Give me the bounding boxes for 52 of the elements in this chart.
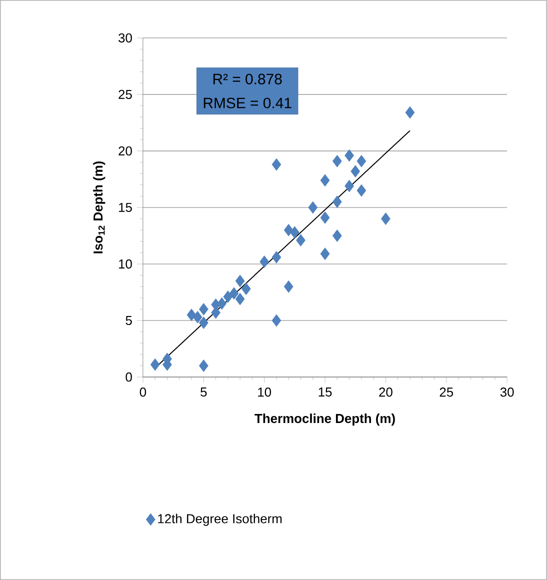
point [235, 292, 245, 306]
point [405, 106, 415, 119]
x-tick-label: 5 [200, 388, 207, 397]
point [356, 184, 366, 197]
x-tick-label: 0 [140, 388, 146, 397]
annotation: R² = 0.878 [213, 74, 282, 84]
y-tick-label: 20 [118, 146, 132, 156]
point [290, 226, 300, 239]
point [344, 180, 354, 192]
point [260, 256, 270, 268]
point [198, 360, 208, 372]
point [150, 358, 160, 371]
point [223, 290, 233, 303]
point [308, 201, 318, 214]
point [332, 154, 342, 168]
point [332, 230, 342, 242]
y-tick-label: 5 [126, 316, 132, 326]
point [198, 316, 208, 329]
x-tick-label: 25 [440, 388, 454, 397]
legend-label: 12th Degree Isotherm [158, 514, 282, 526]
point [320, 248, 330, 260]
point [229, 287, 239, 300]
point [332, 196, 342, 208]
x-tick-label: 10 [258, 388, 272, 397]
point [235, 274, 245, 288]
point [320, 174, 330, 187]
y-tick-label: 10 [119, 259, 132, 269]
point [356, 154, 366, 168]
point [186, 308, 196, 322]
y-tick-label: 30 [118, 33, 132, 42]
point [296, 234, 306, 246]
point [272, 251, 282, 264]
point [320, 211, 330, 224]
x-tick-label: 20 [379, 388, 392, 397]
x-axis-title: Thermocline Depth (m) [254, 414, 395, 426]
x-tick-label: 30 [500, 388, 514, 397]
point [272, 314, 282, 327]
point [192, 310, 202, 324]
y-axis-title: Iso$_{12}$ Depth (m) [93, 161, 106, 254]
point [381, 212, 390, 225]
y-tick-label: 15 [119, 202, 132, 212]
y-tick-label: 25 [118, 90, 132, 100]
point [217, 297, 227, 310]
point [272, 158, 282, 171]
point [350, 165, 360, 178]
y-tick-label: 0 [126, 372, 132, 382]
point [284, 280, 294, 293]
annotation: RMSE = 0.41 [204, 98, 292, 108]
point [198, 303, 208, 316]
point [241, 282, 251, 296]
x-tick-label: 15 [318, 388, 332, 397]
point [344, 149, 354, 162]
